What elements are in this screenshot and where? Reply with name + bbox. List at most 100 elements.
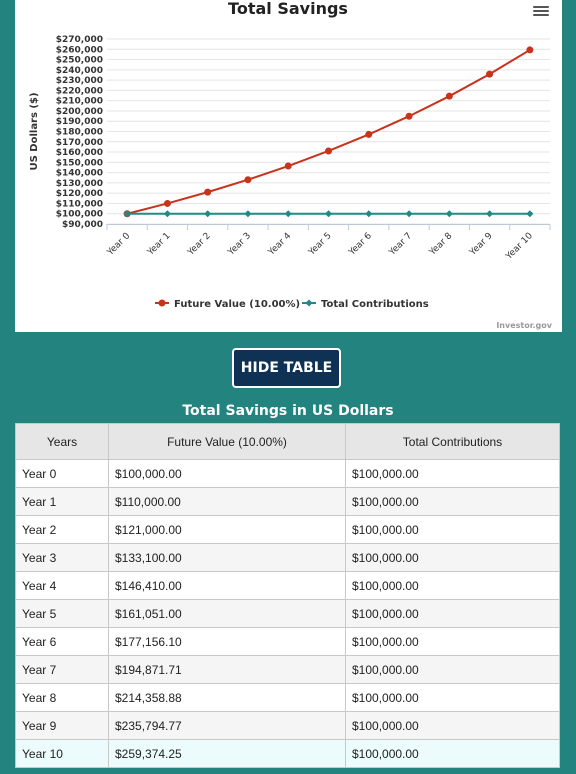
table-title: Total Savings in US Dollars bbox=[182, 403, 394, 419]
table-header-row: Years Future Value (10.00%) Total Contri… bbox=[15, 423, 560, 460]
cell-total-contributions: $100,000.00 bbox=[345, 543, 560, 572]
x-tick-label: Year 2 bbox=[185, 231, 212, 258]
cell-future-value: $194,871.71 bbox=[108, 655, 346, 684]
y-axis-label: US Dollars ($) bbox=[29, 92, 40, 170]
y-tick-label: $240,000 bbox=[56, 66, 103, 76]
table-row: Year 4 $146,410.00 $100,000.00 bbox=[15, 571, 560, 600]
data-point bbox=[445, 210, 453, 218]
data-point bbox=[365, 210, 373, 218]
x-tick-label: Year 1 bbox=[145, 231, 172, 258]
y-tick-label: $200,000 bbox=[56, 107, 103, 117]
chart-title: Total Savings bbox=[228, 0, 348, 18]
y-tick-label: $230,000 bbox=[56, 76, 103, 86]
cell-year: Year 4 bbox=[15, 571, 109, 600]
cell-year: Year 6 bbox=[15, 627, 109, 656]
cell-total-contributions: $100,000.00 bbox=[345, 459, 560, 488]
cell-future-value: $100,000.00 bbox=[108, 459, 346, 488]
y-tick-label: $190,000 bbox=[56, 117, 103, 127]
chart-card: Total Savings $90,000 $100,000 $110,000 $120… bbox=[15, 0, 562, 332]
hide-table-button[interactable]: HIDE TABLE bbox=[232, 348, 341, 388]
y-tick-label: $150,000 bbox=[56, 158, 103, 168]
data-point bbox=[163, 199, 171, 207]
data-point bbox=[526, 210, 534, 218]
y-tick-label: $140,000 bbox=[56, 169, 103, 179]
cell-future-value: $161,051.00 bbox=[108, 599, 346, 628]
y-tick-label: $250,000 bbox=[56, 56, 103, 66]
hamburger-menu-icon[interactable] bbox=[533, 4, 549, 18]
table-row: Year 5 $161,051.00 $100,000.00 bbox=[15, 599, 560, 628]
table-row: Year 3 $133,100.00 $100,000.00 bbox=[15, 543, 560, 572]
data-point bbox=[325, 147, 332, 155]
cell-total-contributions: $100,000.00 bbox=[345, 655, 560, 684]
cell-total-contributions: $100,000.00 bbox=[345, 739, 560, 768]
cell-year: Year 7 bbox=[15, 655, 109, 684]
data-point bbox=[486, 210, 494, 218]
total-savings-chart: Total Savings $90,000$100,000$110,000$120… bbox=[29, 0, 553, 330]
column-header-future-value[interactable]: Future Value (10.00%) bbox=[108, 423, 346, 460]
cell-future-value: $235,794.77 bbox=[108, 711, 346, 740]
cell-year: Year 8 bbox=[15, 683, 109, 712]
cell-total-contributions: $100,000.00 bbox=[345, 599, 560, 628]
cell-future-value: $146,410.00 bbox=[108, 571, 346, 600]
table-row: Year 9 $235,794.77 $100,000.00 bbox=[15, 711, 560, 740]
table-row: Year 8 $214,358.88 $100,000.00 bbox=[15, 683, 560, 712]
table-row: Year 6 $177,156.10 $100,000.00 bbox=[15, 627, 560, 656]
cell-total-contributions: $100,000.00 bbox=[345, 627, 560, 656]
x-tick-label: Year 0 bbox=[105, 231, 133, 259]
data-point bbox=[244, 210, 252, 218]
legend-item[interactable]: Total Contributions bbox=[302, 299, 429, 310]
cell-total-contributions: $100,000.00 bbox=[345, 515, 560, 544]
y-tick-label: $90,000 bbox=[62, 220, 103, 230]
y-tick-label: $110,000 bbox=[56, 199, 103, 209]
y-tick-label: $210,000 bbox=[56, 97, 103, 107]
legend-item[interactable]: Future Value (10.00%) bbox=[155, 299, 300, 310]
legend-label: Total Contributions bbox=[321, 299, 429, 310]
column-header-years[interactable]: Years bbox=[15, 423, 109, 460]
x-tick-label: Year 9 bbox=[467, 231, 495, 259]
x-tick-label: Year 3 bbox=[226, 231, 253, 258]
cell-future-value: $133,100.00 bbox=[108, 543, 346, 572]
x-tick-label: Year 5 bbox=[306, 231, 333, 258]
cell-year: Year 9 bbox=[15, 711, 109, 740]
cell-year: Year 5 bbox=[15, 599, 109, 628]
cell-year: Year 1 bbox=[15, 487, 109, 516]
savings-table: Years Future Value (10.00%) Total Contri… bbox=[15, 423, 560, 768]
data-point bbox=[204, 210, 212, 218]
data-point bbox=[284, 210, 292, 218]
cell-year: Year 10 bbox=[15, 739, 109, 768]
cell-total-contributions: $100,000.00 bbox=[345, 571, 560, 600]
legend-marker-icon bbox=[158, 299, 166, 307]
x-tick-label: Year 6 bbox=[347, 231, 375, 259]
cell-future-value: $177,156.10 bbox=[108, 627, 346, 656]
cell-future-value: $110,000.00 bbox=[108, 487, 346, 516]
cell-year: Year 3 bbox=[15, 543, 109, 572]
cell-future-value: $121,000.00 bbox=[108, 515, 346, 544]
column-header-total-contributions[interactable]: Total Contributions bbox=[345, 423, 560, 460]
cell-future-value: $259,374.25 bbox=[108, 739, 346, 768]
legend-marker-icon bbox=[305, 299, 313, 307]
x-tick-label: Year 10 bbox=[504, 231, 536, 263]
cell-total-contributions: $100,000.00 bbox=[345, 487, 560, 516]
y-tick-label: $120,000 bbox=[56, 189, 103, 199]
data-point bbox=[405, 210, 413, 218]
table-row: Year 7 $194,871.71 $100,000.00 bbox=[15, 655, 560, 684]
data-point bbox=[244, 176, 252, 184]
data-point bbox=[445, 92, 453, 100]
cell-total-contributions: $100,000.00 bbox=[345, 711, 560, 740]
cell-total-contributions: $100,000.00 bbox=[345, 683, 560, 712]
table-row: Year 1 $110,000.00 $100,000.00 bbox=[15, 487, 560, 516]
table-row: Year 0 $100,000.00 $100,000.00 bbox=[15, 459, 560, 488]
y-tick-label: $270,000 bbox=[56, 35, 103, 45]
data-point bbox=[325, 210, 332, 218]
cell-future-value: $214,358.88 bbox=[108, 683, 346, 712]
data-point bbox=[123, 210, 131, 218]
data-point bbox=[405, 112, 413, 120]
y-tick-label: $260,000 bbox=[56, 45, 103, 55]
legend-label: Future Value (10.00%) bbox=[174, 299, 300, 310]
table-row: Year 2 $121,000.00 $100,000.00 bbox=[15, 515, 560, 544]
y-tick-label: $100,000 bbox=[56, 210, 103, 220]
cell-year: Year 2 bbox=[15, 515, 109, 544]
data-point bbox=[526, 46, 534, 54]
data-point bbox=[284, 162, 292, 170]
data-point bbox=[204, 188, 212, 196]
